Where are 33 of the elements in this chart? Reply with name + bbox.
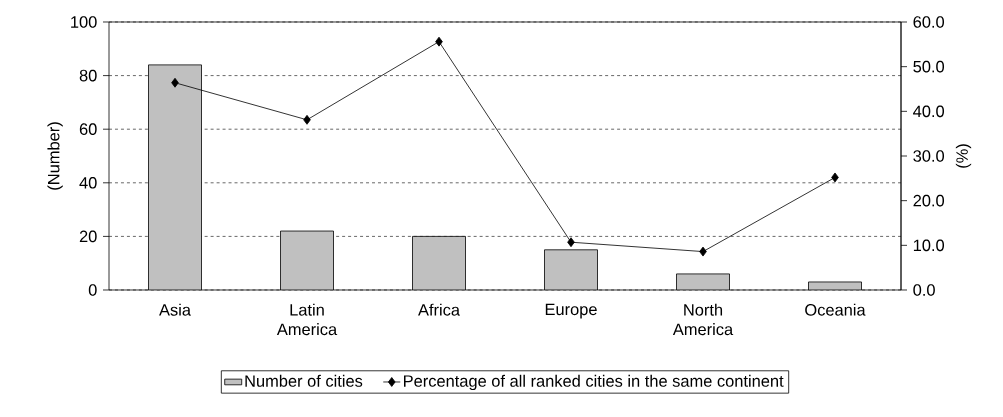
y-tick-label: 20 [79,230,97,243]
bar [148,64,202,290]
bar [412,236,466,290]
y-tick-label: 100 [71,16,97,28]
y2-tick-label: 30.0 [913,150,945,162]
y2-tick-label: 10.0 [913,239,945,252]
x-tick-label: Africa [418,303,461,316]
legend-label: Percentage of all ranked cities in the same continent [404,374,784,391]
legend-label: Number of cities [245,374,363,387]
y2-tick-label: 0.0 [913,284,935,296]
x-tick-label: Europe [545,303,597,319]
x-tick-label: Latin America [276,303,338,336]
y-axis-title: (Number) [47,122,63,190]
point [171,77,179,88]
y-tick-label: 40 [79,176,97,189]
y2-tick-label: 20.0 [913,194,945,207]
point [303,114,311,125]
point [831,172,839,183]
bar [544,249,598,290]
y-tick-label: 80 [79,69,97,82]
point [567,237,575,248]
y-tick-label: 60 [79,123,97,136]
bar [280,230,334,290]
y-tick-label: 0 [88,284,97,296]
x-tick-label: Asia [159,303,191,316]
y2-tick-label: 40.0 [913,105,945,118]
y2-tick-label: 60.0 [913,16,945,28]
point [699,246,707,257]
x-tick-label: North America [672,303,734,336]
y2-axis-title: (%) [955,144,972,168]
x-tick-label: Oceania [805,303,866,316]
point [435,36,443,47]
y2-tick-label: 50.0 [913,60,945,73]
